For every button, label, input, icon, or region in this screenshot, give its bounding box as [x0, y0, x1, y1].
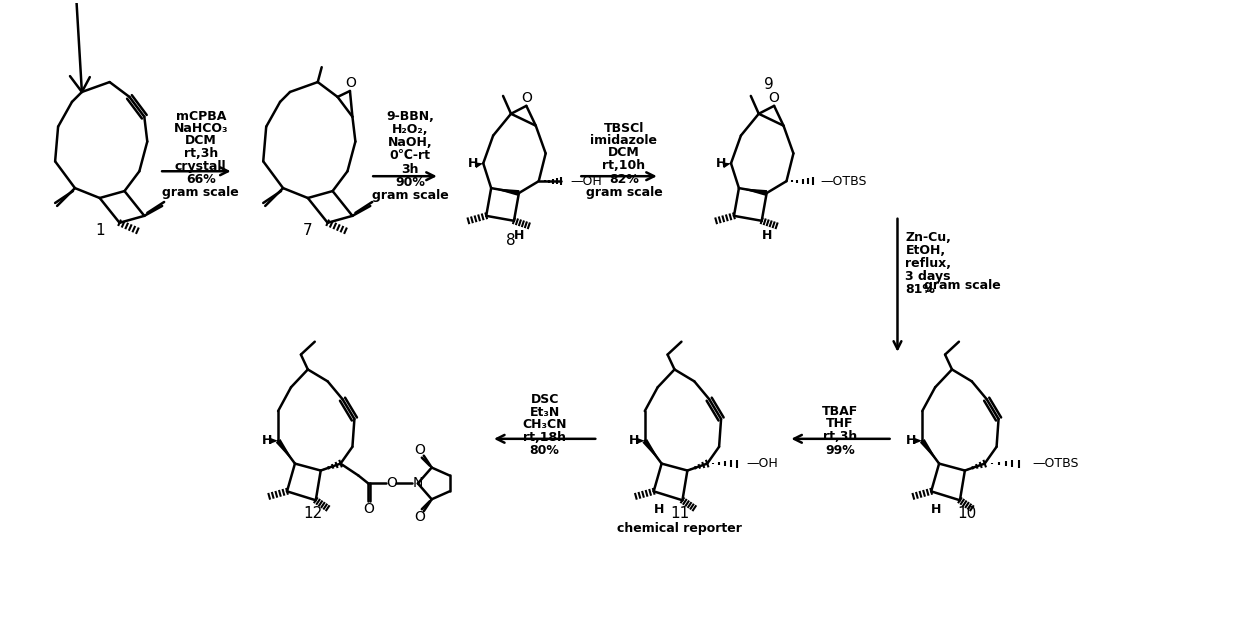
Text: —OTBS: —OTBS [1032, 457, 1079, 470]
Text: rt,18h: rt,18h [523, 431, 567, 444]
Text: reflux,: reflux, [905, 257, 951, 270]
Text: 7: 7 [303, 223, 312, 238]
Text: 0℃-rt: 0℃-rt [389, 149, 430, 162]
Text: gram scale: gram scale [924, 279, 1001, 292]
Text: NaOH,: NaOH, [388, 136, 433, 149]
Text: H: H [715, 157, 727, 170]
Polygon shape [920, 439, 939, 464]
Text: O: O [414, 510, 425, 524]
Text: N: N [413, 476, 423, 491]
Polygon shape [275, 439, 295, 464]
Text: gram scale: gram scale [162, 185, 239, 198]
Text: 81%: 81% [905, 282, 935, 295]
Text: 12: 12 [303, 506, 322, 520]
Text: CH₃CN: CH₃CN [522, 418, 567, 431]
Text: O: O [414, 442, 425, 457]
Text: TBAF: TBAF [822, 405, 858, 418]
Text: DSC: DSC [531, 392, 559, 405]
Text: DCM: DCM [185, 134, 217, 147]
Text: O: O [769, 91, 780, 105]
Text: O: O [387, 476, 398, 491]
Text: 3 days: 3 days [905, 270, 951, 283]
Text: 9-BBN,: 9-BBN, [386, 110, 434, 123]
Polygon shape [642, 439, 662, 464]
Text: gram scale: gram scale [585, 185, 662, 198]
Text: imidazole: imidazole [590, 134, 657, 147]
Polygon shape [739, 188, 768, 196]
Text: 3h: 3h [402, 163, 419, 176]
Text: O: O [346, 76, 356, 90]
Text: gram scale: gram scale [372, 188, 449, 201]
Text: H: H [653, 502, 663, 515]
Text: H: H [262, 434, 273, 447]
Text: —OH: —OH [746, 457, 779, 470]
Text: 1: 1 [95, 223, 104, 238]
Text: 66%: 66% [186, 172, 216, 185]
Text: EtOH,: EtOH, [905, 244, 946, 257]
Text: —OTBS: —OTBS [820, 175, 867, 188]
Text: H: H [513, 229, 525, 242]
Text: DCM: DCM [608, 146, 640, 159]
Polygon shape [914, 438, 923, 444]
Text: 11: 11 [670, 506, 689, 520]
Polygon shape [723, 163, 732, 168]
Text: NaHCO₃: NaHCO₃ [174, 122, 228, 135]
Text: H: H [761, 229, 771, 242]
Text: Zn-Cu,: Zn-Cu, [905, 231, 951, 244]
Text: rt,3h: rt,3h [823, 430, 857, 443]
Text: TBSCl: TBSCl [604, 122, 644, 135]
Polygon shape [270, 438, 278, 444]
Text: 8: 8 [506, 233, 516, 248]
Text: H: H [629, 434, 639, 447]
Text: chemical reporter: chemical reporter [618, 522, 742, 535]
Text: H₂O₂,: H₂O₂, [392, 123, 428, 136]
Text: THF: THF [826, 417, 854, 431]
Text: O: O [521, 91, 532, 105]
Text: 9: 9 [764, 77, 774, 91]
Polygon shape [475, 163, 484, 168]
Text: mCPBA: mCPBA [176, 110, 226, 123]
Text: H: H [469, 157, 479, 170]
Polygon shape [637, 438, 645, 444]
Text: 90%: 90% [396, 176, 425, 188]
Text: rt,3h: rt,3h [184, 147, 218, 160]
Text: H: H [931, 502, 941, 515]
Text: 82%: 82% [609, 172, 639, 185]
Polygon shape [491, 188, 520, 196]
Text: crystall: crystall [175, 160, 227, 173]
Text: 80%: 80% [529, 444, 559, 457]
Text: 10: 10 [957, 506, 976, 520]
Text: H: H [906, 434, 916, 447]
Text: 99%: 99% [825, 444, 854, 457]
Text: —OH: —OH [570, 175, 603, 188]
Text: O: O [363, 502, 373, 516]
Text: Et₃N: Et₃N [529, 405, 559, 418]
Text: rt,10h: rt,10h [603, 159, 646, 172]
